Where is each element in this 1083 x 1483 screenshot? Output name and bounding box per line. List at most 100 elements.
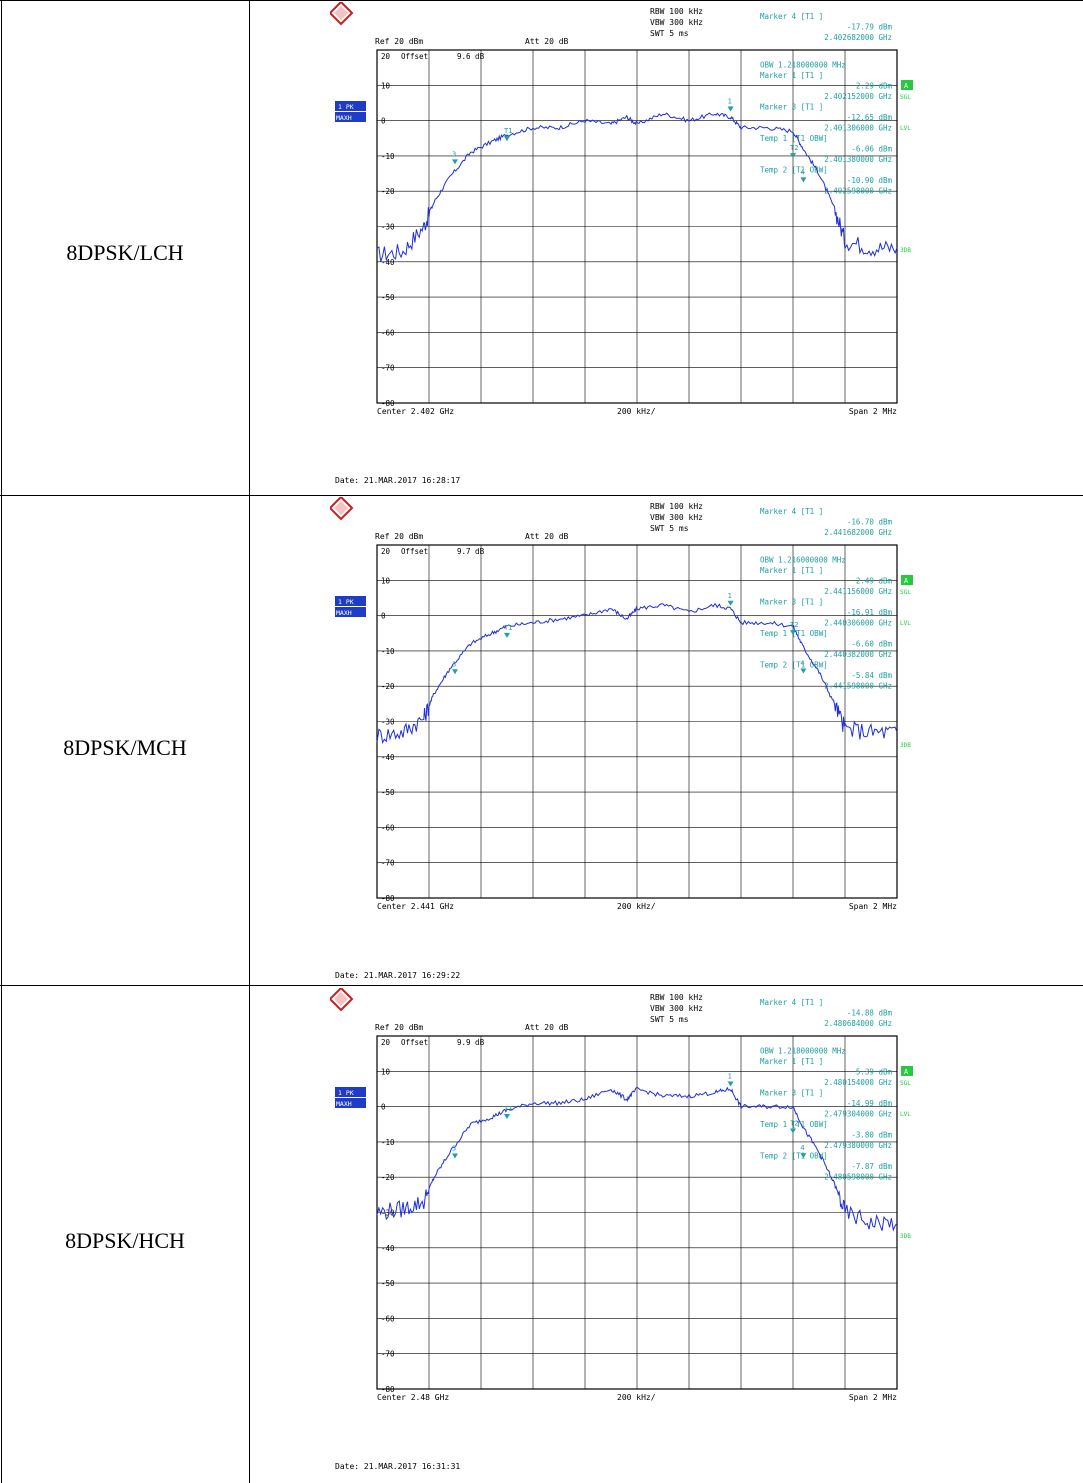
offset-value: 9.9 dB — [457, 1038, 485, 1047]
marker-table-line: Temp 2 [T1 OBW] — [760, 166, 828, 175]
trace-badge-1 — [335, 596, 366, 606]
marker-triangle-icon — [452, 159, 458, 165]
marker-label: 4 — [800, 1144, 804, 1152]
span-setting: Span 2 MHz — [849, 902, 897, 911]
marker-table-line: -12.65 dBm — [847, 113, 893, 122]
marker-triangle-icon — [452, 1153, 458, 1159]
y-tick-label: 0 — [381, 117, 386, 126]
marker-table-line: Temp 2 [T1 OBW] — [760, 661, 828, 670]
marker-table-line: Marker 3 [T1 ] — [760, 598, 823, 607]
marker-table-line: Marker 4 [T1 ] — [760, 12, 823, 21]
table-border-top — [0, 0, 1083, 1]
spectrum-trace — [376, 1086, 898, 1232]
marker-table-line: OBW 1.218000000 MHz — [760, 1047, 846, 1056]
marker-table-line: -16.91 dBm — [847, 608, 893, 617]
y-tick-label: -20 — [381, 1173, 395, 1182]
y-tick-label: -80 — [381, 399, 395, 408]
y-tick-label: 20 — [381, 1038, 391, 1047]
side-badge-a-text: A — [904, 82, 909, 90]
y-tick-label: 0 — [381, 1103, 386, 1112]
side-sgl-text: SGL — [900, 94, 911, 101]
marker-table-line: Marker 1 [T1 ] — [760, 71, 823, 80]
rs-logo-inner-icon — [334, 992, 348, 1006]
marker-triangle-icon — [727, 106, 734, 112]
y-tick-label: -20 — [381, 682, 395, 691]
swt-setting: SWT 5 ms — [650, 1015, 689, 1024]
spectrum-plot-hch: RBW 100 kHz VBW 300 kHz SWT 5 ms Ref 20 dBm… — [330, 988, 913, 1471]
marker-label: 1 — [728, 1073, 732, 1081]
rs-logo-inner-icon — [334, 501, 348, 515]
offset-value: 9.7 dB — [457, 547, 485, 556]
swt-setting: SWT 5 ms — [650, 524, 689, 533]
side-3db-text: 3DB — [900, 247, 911, 254]
y-tick-label: -40 — [381, 1244, 395, 1253]
span-per-division: 200 kHz/ — [617, 1393, 656, 1402]
marker-table-line: Temp 1 [T1 OBW] — [760, 1120, 828, 1129]
center-frequency: Center 2.48 GHz — [377, 1393, 449, 1402]
spectrum-plot-mch: RBW 100 kHz VBW 300 kHz SWT 5 ms Ref 20 dBm… — [330, 497, 913, 980]
center-frequency: Center 2.402 GHz — [377, 407, 454, 416]
marker-table-line: 2.440382000 GHz — [824, 650, 892, 659]
trace-badge-1-text: 1 PK — [338, 1089, 354, 1097]
offset-label: Offset — [401, 1038, 428, 1047]
spectrum-plot-lch: RBW 100 kHz VBW 300 kHz SWT 5 ms Ref 20 dBm… — [330, 2, 913, 485]
marker-table-line: Marker 3 [T1 ] — [760, 1089, 823, 1098]
side-sgl-text: SGL — [900, 1080, 911, 1087]
marker-label: T2 — [790, 1119, 798, 1127]
marker-table-line: 2.441156000 GHz — [824, 587, 892, 596]
trace-badge-2 — [335, 1098, 366, 1108]
rs-logo-inner-icon — [334, 6, 348, 20]
marker-table-line: 2.441682000 GHz — [824, 528, 892, 537]
marker-triangle-icon — [452, 669, 458, 675]
marker-table-line: Marker 3 [T1 ] — [760, 103, 823, 112]
span-setting: Span 2 MHz — [849, 407, 897, 416]
marker-table-line: Marker 4 [T1 ] — [760, 507, 823, 516]
y-tick-label: -60 — [381, 328, 395, 337]
marker-table-line: -16.70 dBm — [847, 518, 893, 527]
y-tick-label: 10 — [381, 81, 391, 90]
marker-triangle-icon — [800, 1153, 807, 1159]
marker-table-line: 2.402152000 GHz — [824, 92, 892, 101]
y-tick-label: -30 — [381, 718, 395, 727]
ref-level: Ref 20 dBm — [375, 532, 423, 541]
rbw-setting: RBW 100 kHz — [650, 993, 703, 1002]
marker-table-line: 2.480154000 GHz — [824, 1078, 892, 1087]
marker-label: T1 — [504, 127, 512, 135]
marker-table-line: 2.29 dBm — [856, 82, 893, 91]
capture-date: Date: 21.MAR.2017 16:28:17 — [335, 476, 460, 485]
marker-triangle-icon — [504, 1114, 510, 1120]
trace-badge-1-text: 1 PK — [338, 103, 354, 111]
marker-label: T1 — [504, 1105, 512, 1113]
y-tick-label: -60 — [381, 1314, 395, 1323]
marker-table-line: 2.479304000 GHz — [824, 1110, 892, 1119]
vbw-setting: VBW 300 kHz — [650, 18, 703, 27]
y-tick-label: 20 — [381, 547, 391, 556]
y-tick-label: -80 — [381, 894, 395, 903]
marker-table-line: 5.39 dBm — [856, 1068, 893, 1077]
center-frequency: Center 2.441 GHz — [377, 902, 454, 911]
span-per-division: 200 kHz/ — [617, 407, 656, 416]
table-row-divider — [0, 985, 1083, 986]
side-3db-text: 3DB — [900, 742, 911, 749]
marker-table-line: 2.441598000 GHz — [824, 682, 892, 691]
marker-label: 3 — [452, 1145, 456, 1153]
rbw-setting: RBW 100 kHz — [650, 7, 703, 16]
marker-label: 3 — [452, 660, 456, 668]
marker-label: 1 — [728, 97, 732, 105]
table-column-divider — [249, 0, 250, 1483]
marker-label: T1 — [504, 624, 512, 632]
marker-triangle-icon — [790, 630, 796, 636]
marker-table-line: -6.60 dBm — [851, 640, 892, 649]
y-tick-label: -50 — [381, 1279, 395, 1288]
ref-level: Ref 20 dBm — [375, 37, 423, 46]
trace-badge-1 — [335, 101, 366, 111]
marker-table-line: 2.402682000 GHz — [824, 33, 892, 42]
trace-badge-2 — [335, 112, 366, 122]
offset-label: Offset — [401, 52, 428, 61]
side-badge-a — [901, 80, 913, 90]
mode-label-lch: 8DPSK/LCH — [66, 240, 184, 265]
span-setting: Span 2 MHz — [849, 1393, 897, 1402]
marker-table-line: -10.90 dBm — [847, 176, 893, 185]
attenuation-setting: Att 20 dB — [525, 37, 569, 46]
